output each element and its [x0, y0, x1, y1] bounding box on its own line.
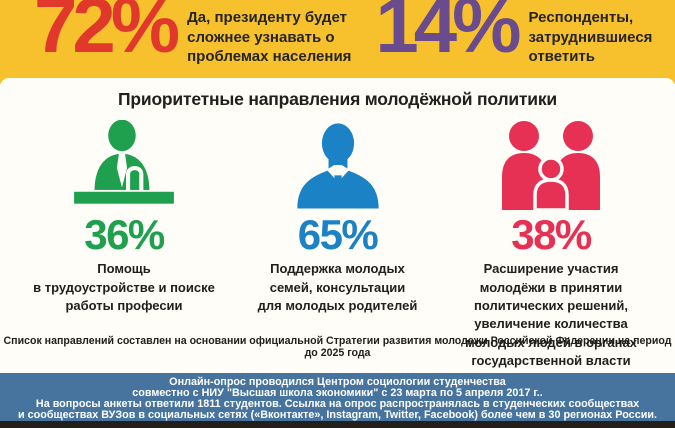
- stat-participation-label: Расширение участия молодёжи в принятии п…: [465, 261, 637, 369]
- businessman-icon: [232, 116, 444, 210]
- stat-14-value: 14%: [375, 0, 521, 69]
- footer-line: На вопросы анкеты ответили 1811 студенто…: [35, 398, 640, 411]
- stat-families-value: 65%: [297, 211, 379, 258]
- column-families: 65% Поддержка молодых семей, консультаци…: [232, 116, 444, 371]
- footer-line: и сообществах ВУЗов в социальных сетях (…: [18, 409, 657, 422]
- column-employment: 36% Помощь в трудоустройстве и поиске ра…: [18, 116, 230, 371]
- stat-employment-value: 36%: [84, 211, 165, 258]
- priority-columns: 36% Помощь в трудоустройстве и поиске ра…: [0, 110, 675, 371]
- stat-14-label: Респонденты, затруднившиеся ответить: [528, 9, 653, 65]
- column-participation: 38% Расширение участия молодёжи в принят…: [445, 116, 657, 371]
- stat-employment-label: Помощь в трудоустройстве и поиске работы…: [33, 261, 215, 313]
- stat-participation-value: 38%: [511, 211, 592, 258]
- family-icon: [445, 116, 657, 210]
- main-panel: Приоритетные направления молодёжной поли…: [0, 78, 675, 373]
- top-banner: 72% Да, президенту будет сложнее узнават…: [0, 0, 675, 84]
- stat-72-label: Да, президенту будет сложнее узнавать о …: [187, 9, 352, 65]
- page-title: Приоритетные направления молодёжной поли…: [118, 89, 557, 109]
- source-footnote: Список направлений составлен на основани…: [3, 335, 672, 359]
- lecturer-at-desk-icon: [18, 116, 230, 210]
- stat-72-value: 72%: [34, 0, 180, 69]
- stat-14: 14% Респонденты, затруднившиеся ответить: [375, 0, 652, 67]
- stat-families-label: Поддержка молодых семей, консультации дл…: [257, 261, 418, 313]
- bottom-strip: [0, 421, 675, 428]
- methodology-footer: Онлайн-опрос проводился Центром социолог…: [0, 373, 675, 421]
- stat-72: 72% Да, президенту будет сложнее узнават…: [34, 0, 351, 67]
- footer-line: совместно с НИУ "Высшая школа экономики"…: [132, 387, 543, 400]
- footer-line: Онлайн-опрос проводился Центром социолог…: [169, 376, 506, 388]
